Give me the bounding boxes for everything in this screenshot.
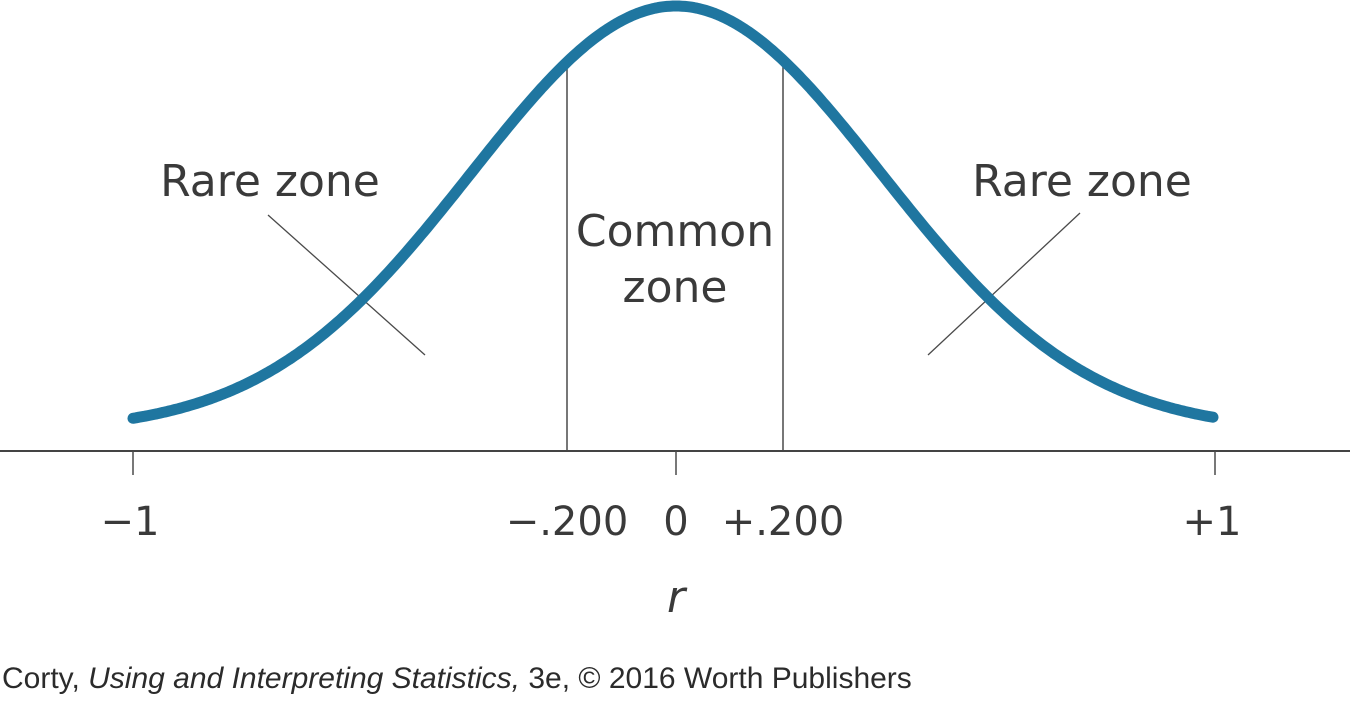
tick-label-plus-1: +1: [1183, 499, 1242, 545]
axis-variable-label: r: [667, 572, 688, 623]
rare-zone-left-label: Rare zone: [160, 156, 380, 207]
tick-label-zero: 0: [663, 499, 688, 545]
tick-label-minus-point-200: −.200: [506, 499, 629, 545]
bell-curve: [127, 0, 1219, 424]
rare-zone-right-label: Rare zone: [972, 156, 1192, 207]
credit-author: Corty,: [2, 662, 80, 695]
rare-zone-right-pointer: [927, 212, 1081, 356]
copyright-credit: Corty, Using and Interpreting Statistics…: [2, 662, 912, 696]
credit-book-title: Using and Interpreting Statistics,: [88, 662, 521, 695]
common-zone-label-line1: Common: [576, 206, 774, 257]
rare-zone-left-pointer: [267, 214, 426, 356]
tick-label-minus-1: −1: [101, 499, 160, 545]
common-zone-label-line2: zone: [623, 262, 728, 313]
tick-label-plus-point-200: +.200: [722, 499, 845, 545]
credit-publisher: 3e, © 2016 Worth Publishers: [528, 662, 912, 695]
